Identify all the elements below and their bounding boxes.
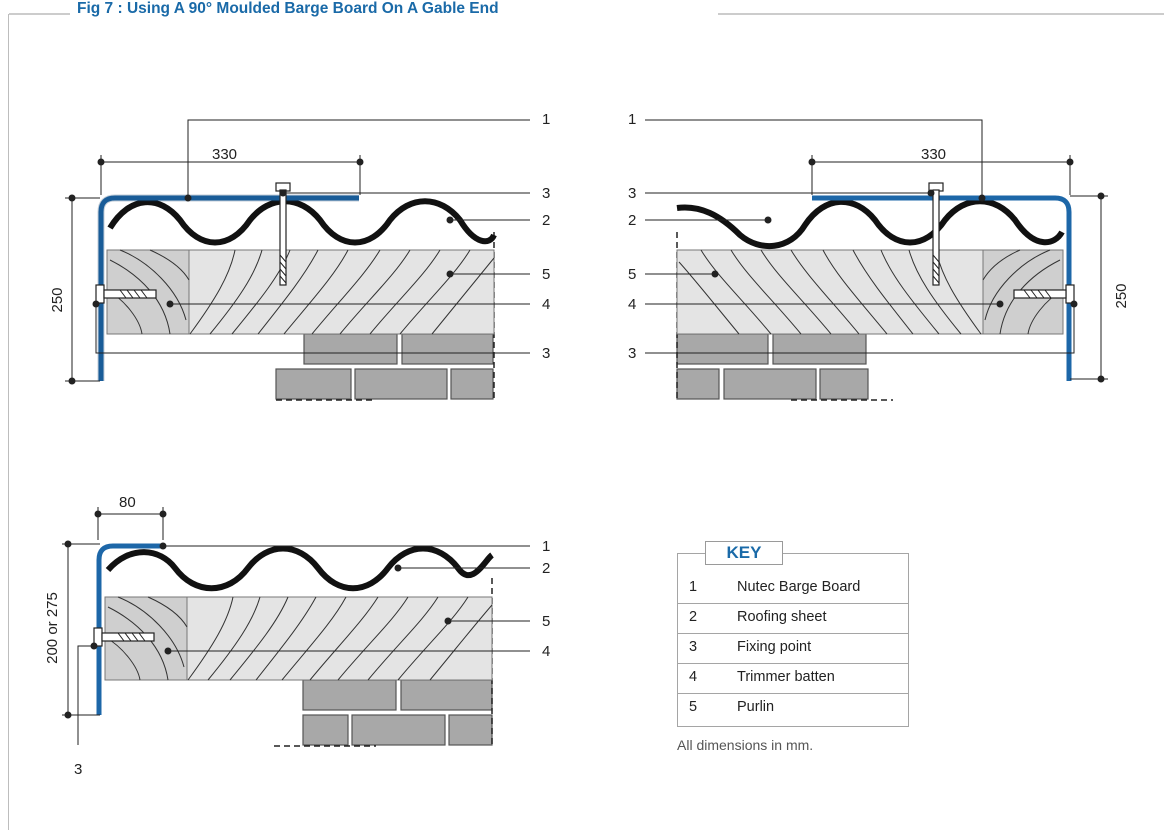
key-row-label: Roofing sheet <box>737 609 827 625</box>
left-callout-2: 2 <box>542 212 550 229</box>
frame-border <box>8 14 9 830</box>
key-row-label: Fixing point <box>737 639 812 655</box>
bottom-callout-2: 2 <box>542 560 550 577</box>
left-dimensions <box>65 155 364 385</box>
bottom-callout-4: 4 <box>542 643 550 660</box>
left-dim-height: 250 <box>49 287 66 312</box>
key-row-label: Trimmer batten <box>737 669 835 685</box>
bottom-callout-5: 5 <box>542 613 550 630</box>
left-fixing-screw-side <box>95 284 157 304</box>
bottom-dimensions <box>62 507 167 719</box>
right-callout-1: 1 <box>628 111 636 128</box>
left-brickwork <box>275 333 494 400</box>
bottom-roofing-sheet <box>105 545 495 592</box>
right-callout-2: 2 <box>628 212 636 229</box>
left-barge-board <box>98 195 359 381</box>
right-barge-board <box>812 195 1072 381</box>
left-dim-width: 330 <box>212 146 237 163</box>
key-row: 2 Roofing sheet <box>677 603 908 634</box>
bottom-callout-3: 3 <box>74 761 82 778</box>
bottom-dim-height: 200 or 275 <box>44 592 61 664</box>
key-row-number: 1 <box>689 579 698 595</box>
right-callout-4: 4 <box>628 296 636 313</box>
left-callout-3-top: 3 <box>542 185 550 202</box>
right-callout-5: 5 <box>628 266 636 283</box>
right-dim-width: 330 <box>921 146 946 163</box>
right-roofing-sheet <box>676 198 1065 250</box>
key-title: KEY <box>705 541 783 565</box>
left-leaders <box>92 119 530 354</box>
right-fixing-screw-side <box>1013 284 1075 304</box>
key-note: All dimensions in mm. <box>677 737 814 753</box>
right-callout-3-bottom: 3 <box>628 345 636 362</box>
key-row-label: Nutec Barge Board <box>737 579 861 595</box>
right-brickwork <box>676 333 869 400</box>
left-roofing-sheet <box>107 198 497 246</box>
key-row: 1 Nutec Barge Board <box>677 573 908 604</box>
bottom-fixing-screw-side <box>93 627 155 647</box>
key-table <box>677 553 909 727</box>
key-row-number: 2 <box>689 609 698 625</box>
left-callout-5: 5 <box>542 266 550 283</box>
bottom-barge-board <box>96 543 164 715</box>
right-dim-height: 250 <box>1113 283 1130 308</box>
left-detail: 330 250 1 3 2 5 4 3 <box>49 111 550 401</box>
right-detail: 330 250 1 3 2 5 4 3 <box>628 111 1130 401</box>
right-leaders <box>645 119 1078 354</box>
bottom-purlin <box>186 596 493 681</box>
bottom-detail: 80 200 or 275 1 2 5 4 3 <box>44 494 550 778</box>
right-purlin-grain <box>678 249 1064 335</box>
key-row-number: 4 <box>689 669 698 685</box>
figure-title: Fig 7 : Using A 90° Moulded Barge Board … <box>77 0 499 17</box>
key-row-number: 5 <box>689 699 698 715</box>
key-row-number: 3 <box>689 639 698 655</box>
key-row: 5 Purlin <box>677 693 908 723</box>
left-callout-1: 1 <box>542 111 550 128</box>
key-row: 4 Trimmer batten <box>677 663 908 694</box>
key-row: 3 Fixing point <box>677 633 908 664</box>
bottom-leaders <box>77 542 530 745</box>
right-fixing-screw-top <box>928 182 944 286</box>
left-callout-4: 4 <box>542 296 550 313</box>
bottom-brickwork <box>302 679 493 746</box>
key-row-label: Purlin <box>737 699 775 715</box>
title-bar: Fig 7 : Using A 90° Moulded Barge Board … <box>0 0 1164 26</box>
right-callout-3-top: 3 <box>628 185 636 202</box>
left-purlin <box>188 249 495 335</box>
bottom-dim-width: 80 <box>119 494 136 511</box>
bottom-callout-1: 1 <box>542 538 550 555</box>
left-callout-3-bottom: 3 <box>542 345 550 362</box>
right-dimensions <box>808 155 1108 383</box>
